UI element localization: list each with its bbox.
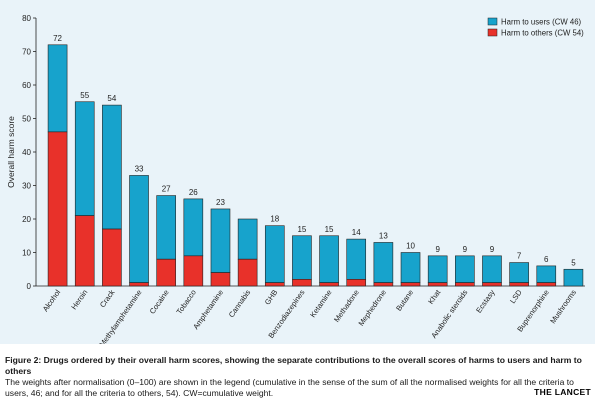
- x-tick-label: Mushrooms: [548, 288, 578, 325]
- bar-others-methadone: [346, 278, 367, 287]
- bar-users-crack: [102, 104, 122, 230]
- bar-others-tobacco: [183, 255, 204, 287]
- total-label: 6: [544, 255, 549, 264]
- chart-panel: 0 10 20 30 40 50 60 70 80 Overall harm score 72 Alc…: [0, 0, 595, 344]
- x-tick-label: Cannabis: [227, 288, 253, 319]
- total-label: 14: [352, 228, 361, 237]
- bar-users-mephedrone: [373, 242, 394, 283]
- bar-users-methadone: [346, 238, 367, 280]
- legend-swatch: [487, 28, 498, 37]
- bar-users-anabolic-steroids: [455, 255, 475, 283]
- bar-users-khat: [427, 255, 448, 283]
- bar-others-cannabis: [237, 258, 258, 287]
- figure-caption: Figure 2: Drugs ordered by their overall…: [5, 355, 590, 399]
- total-label: 23: [216, 198, 225, 207]
- x-tick-label: Ecstasy: [474, 288, 497, 315]
- y-axis-label: Overall harm score: [6, 116, 16, 188]
- y-tick-label: 50: [22, 115, 31, 124]
- bar-users-cocaine: [156, 195, 176, 260]
- bar-users-mushrooms: [563, 268, 584, 287]
- legend-label: Harm to users (CW 46): [501, 18, 582, 27]
- x-tick-label: Crack: [98, 288, 117, 309]
- x-tick-label: Mephedrone: [356, 288, 388, 328]
- x-tick-label: Heroin: [69, 288, 89, 311]
- x-tick-label: Butane: [394, 288, 415, 313]
- legend-swatch: [487, 17, 498, 26]
- x-tick-label: Alcohol: [41, 288, 63, 314]
- total-label: 7: [517, 252, 522, 261]
- y-tick-label: 60: [22, 81, 31, 90]
- y-tick-label: 80: [22, 14, 31, 23]
- total-label: 10: [406, 242, 415, 251]
- bar-users-methylamphetamine: [129, 175, 149, 283]
- bar-users-amphetamine: [210, 208, 231, 273]
- total-label: 54: [107, 94, 116, 103]
- total-label: 33: [135, 164, 144, 173]
- x-tick-label: Cocaine: [148, 288, 171, 316]
- journal-logo: THE LANCET: [534, 387, 591, 397]
- bar-others-amphetamine: [210, 272, 231, 287]
- y-tick-label: 0: [27, 282, 32, 291]
- caption-title: Figure 2: Drugs ordered by their overall…: [5, 355, 582, 376]
- bar-users-buprenorphine: [536, 265, 557, 283]
- bar-others-crack: [102, 228, 122, 287]
- bar-users-alcohol: [47, 44, 68, 133]
- bar-users-cannabis: [237, 218, 258, 260]
- bar-others-ketamine: [319, 282, 339, 287]
- bar-others-anabolic-steroids: [455, 282, 475, 287]
- bar-others-heroin: [74, 215, 95, 287]
- legend-label: Harm to others (CW 54): [501, 29, 584, 38]
- total-label: 26: [189, 188, 198, 197]
- x-tick-label: Methadone: [332, 288, 361, 324]
- x-tick-label: Khat: [426, 287, 443, 306]
- total-label: 9: [490, 245, 495, 254]
- bar-others-ghb: [264, 282, 285, 287]
- bar-users-heroin: [74, 101, 95, 216]
- bar-others-lsd: [509, 282, 529, 287]
- caption-body: The weights after normalisation (0–100) …: [5, 377, 574, 398]
- bar-users-butane: [400, 252, 421, 283]
- bar-others-benzodiazepines: [292, 278, 312, 287]
- bar-others-butane: [400, 282, 421, 287]
- y-tick-label: 70: [22, 48, 31, 57]
- bar-others-ecstasy: [482, 282, 502, 287]
- y-tick-label: 40: [22, 148, 31, 157]
- bar-others-cocaine: [156, 258, 176, 287]
- bar-users-tobacco: [183, 198, 204, 257]
- bar-others-khat: [427, 282, 448, 287]
- total-label: 15: [297, 225, 306, 234]
- y-tick-label: 30: [22, 182, 31, 191]
- bar-users-ecstasy: [482, 255, 502, 283]
- total-label: 15: [325, 225, 334, 234]
- bar-others-mephedrone: [373, 282, 394, 287]
- y-tick-label: 10: [22, 249, 31, 258]
- bar-users-benzodiazepines: [292, 235, 312, 280]
- bar-users-ketamine: [319, 235, 339, 283]
- stacked-bar-chart: 0 10 20 30 40 50 60 70 80 Overall harm score 72 Alc…: [6, 14, 585, 344]
- total-label: 9: [435, 245, 440, 254]
- y-tick-label: 20: [22, 215, 31, 224]
- bar-users-lsd: [509, 262, 529, 283]
- total-label: 55: [80, 91, 89, 100]
- total-label: 9: [463, 245, 468, 254]
- bar-others-alcohol: [47, 131, 68, 287]
- total-label: 72: [53, 34, 62, 43]
- bar-others-buprenorphine: [536, 282, 557, 287]
- x-tick-label: GHB: [263, 288, 280, 306]
- total-label: 27: [162, 185, 171, 194]
- x-tick-label: LSD: [508, 288, 524, 306]
- total-label: 13: [379, 231, 388, 240]
- x-tick-label: Tobacco: [175, 288, 198, 316]
- bar-others-methylamphetamine: [129, 282, 149, 287]
- x-tick-label: Ketamine: [308, 288, 334, 319]
- total-label: 5: [571, 258, 576, 267]
- bar-users-ghb: [264, 225, 285, 283]
- total-label: 18: [270, 215, 279, 224]
